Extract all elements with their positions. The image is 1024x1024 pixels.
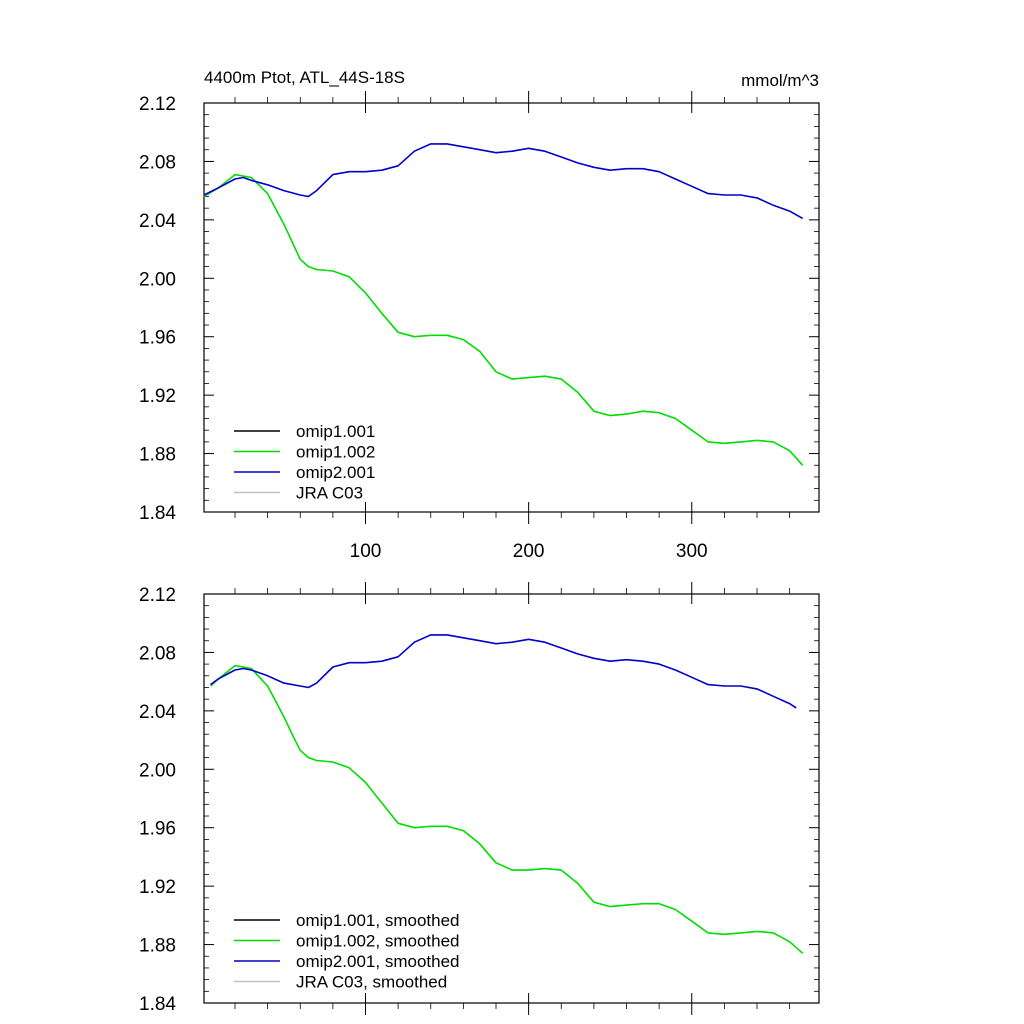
legend-label: omip1.002 — [296, 443, 375, 462]
legend-label: JRA C03, smoothed — [296, 973, 447, 992]
x-tick-label: 300 — [676, 541, 708, 562]
y-tick-label: 2.08 — [139, 152, 176, 173]
bottom-axes: 1.84 1.88 1.92 1.96 2.00 2.04 2.08 2.12 — [139, 582, 819, 1015]
y-tick-label: 1.92 — [139, 877, 176, 898]
series-line-1 — [203, 173, 804, 466]
y-tick-label: 2.04 — [139, 702, 176, 723]
y-tick-label: 2.04 — [139, 211, 176, 232]
y-tick-label: 1.96 — [139, 328, 176, 349]
y-tick-label: 1.84 — [139, 994, 176, 1015]
legend-label: omip2.001 — [296, 463, 375, 482]
y-tick-label: 2.00 — [139, 760, 176, 781]
top-axes: 1.84 1.88 1.92 1.96 2.00 2.04 2.08 2.12 100 200 30… — [139, 91, 819, 562]
top-panel: 4400m Ptot, ATL_44S-18S mmol/m^3 1.841.8… — [139, 68, 820, 562]
y-tick-label: 2.08 — [139, 643, 176, 664]
y-tick-label: 1.96 — [139, 819, 176, 840]
series-line-2 — [210, 634, 797, 709]
bottom-plot-frame — [203, 593, 820, 1004]
chart-title: 4400m Ptot, ATL_44S-18S — [204, 68, 405, 87]
series-line-1 — [209, 664, 804, 954]
series-line-2 — [203, 143, 804, 220]
y-tick-label: 1.84 — [139, 503, 176, 524]
legend-label: omip1.001, smoothed — [296, 911, 460, 930]
y-tick-label: 1.88 — [139, 445, 176, 466]
y-tick-label: 2.12 — [139, 94, 176, 115]
units-label: mmol/m^3 — [741, 71, 819, 90]
bottom-plot-area — [209, 634, 804, 954]
legend-label: omip1.001 — [296, 422, 375, 441]
top-plot-frame — [203, 102, 820, 513]
y-tick-label: 2.00 — [139, 269, 176, 290]
legend-label: omip2.001, smoothed — [296, 952, 460, 971]
bottom-legend: omip1.001, smoothed omip1.002, smoothedom… — [234, 911, 460, 992]
y-tick-label: 2.12 — [139, 585, 176, 606]
y-tick-label: 1.92 — [139, 386, 176, 407]
bottom-panel: 1.84 1.88 1.92 1.96 2.00 2.04 2.08 2.12 omip1.0… — [139, 582, 820, 1015]
x-tick-label: 100 — [350, 541, 382, 562]
legend-label: omip1.002, smoothed — [296, 932, 460, 951]
legend-label: JRA C03 — [296, 484, 363, 503]
x-tick-label: 200 — [513, 541, 545, 562]
y-tick-label: 1.88 — [139, 936, 176, 957]
top-plot-area — [203, 143, 804, 466]
